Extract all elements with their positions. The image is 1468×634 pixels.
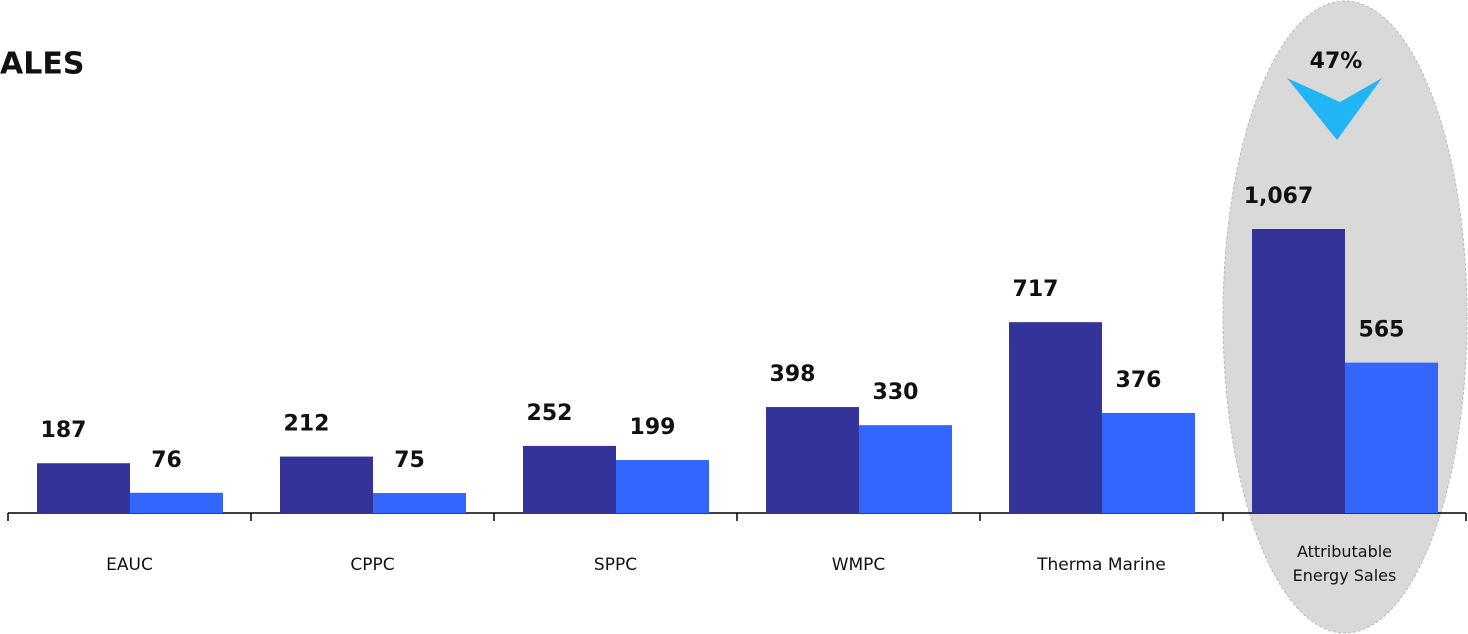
- bar: [1009, 322, 1102, 513]
- bar: [766, 407, 859, 513]
- chart-title: ALES: [0, 47, 84, 82]
- value-label: 717: [1013, 277, 1059, 302]
- value-label: 398: [770, 362, 816, 387]
- x-tick-label: CPPC: [350, 555, 395, 575]
- value-label: 330: [873, 380, 919, 405]
- bar: [1252, 229, 1345, 513]
- bar: [616, 460, 709, 513]
- bar: [130, 492, 223, 513]
- arrow-icon: [1287, 78, 1382, 140]
- value-label: 76: [151, 448, 182, 473]
- x-tick-label: Attributable Energy Sales: [1292, 542, 1397, 585]
- value-label: 187: [41, 418, 87, 443]
- bar: [280, 456, 373, 513]
- bar: [1345, 362, 1438, 513]
- value-label: 252: [527, 401, 573, 426]
- bar: [859, 425, 952, 513]
- value-label: 565: [1359, 318, 1405, 343]
- bar: [37, 463, 130, 513]
- x-tick-label: WMPC: [831, 555, 886, 575]
- value-label: 75: [394, 448, 425, 473]
- value-label: 199: [630, 415, 676, 440]
- value-label: 1,067: [1244, 184, 1314, 209]
- annotation: 47%: [1310, 49, 1363, 74]
- x-tick-label: Therma Marine: [1037, 555, 1166, 575]
- bar: [1102, 412, 1195, 513]
- value-label: 212: [284, 412, 330, 437]
- value-label: 376: [1116, 368, 1162, 393]
- bar: [373, 493, 466, 513]
- bar: [523, 445, 616, 513]
- x-tick-label: SPPC: [593, 555, 638, 575]
- x-tick-label: EAUC: [106, 555, 153, 575]
